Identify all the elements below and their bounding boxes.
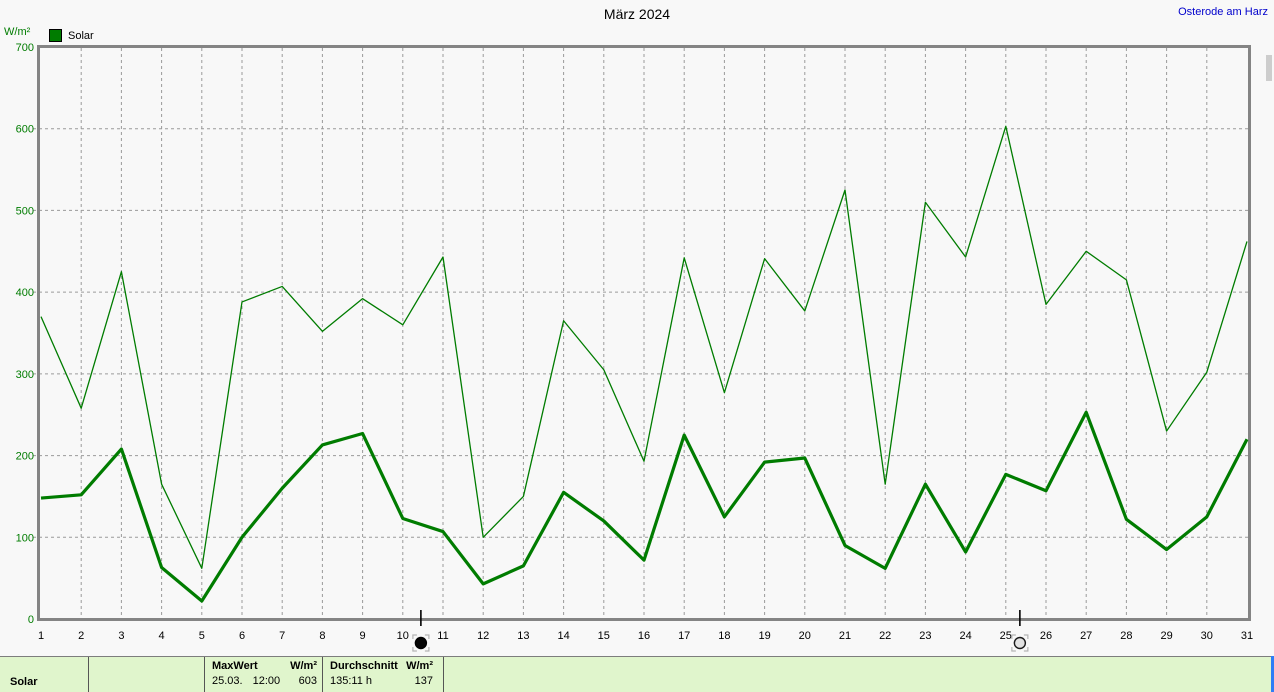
table-separator	[322, 657, 323, 692]
scrollbar-thumb[interactable]	[1266, 55, 1272, 81]
durchschnitt-value: 137	[414, 675, 433, 687]
table-separator	[443, 657, 444, 692]
table-row-label: Solar	[10, 676, 38, 688]
x-tick-label: 3	[118, 630, 124, 642]
x-tick-label: 31	[1241, 630, 1253, 642]
x-tick-label: 29	[1160, 630, 1172, 642]
x-tick-label: 30	[1201, 630, 1213, 642]
y-tick-label: 0	[28, 614, 34, 626]
table-separator	[204, 657, 205, 692]
x-tick-label: 5	[199, 630, 205, 642]
x-tick-label: 25	[1000, 630, 1012, 642]
x-tick-label: 12	[477, 630, 489, 642]
y-tick-label: 500	[16, 205, 34, 217]
x-tick-label: 13	[517, 630, 529, 642]
legend-label: Solar	[68, 29, 94, 42]
y-tick-label: 400	[16, 287, 34, 299]
y-tick-label: 300	[16, 369, 34, 381]
x-tick-label: 11	[437, 630, 448, 642]
maxwert-header: MaxWert	[212, 660, 258, 672]
selection-corners	[1011, 634, 1029, 652]
window-edge-strip	[1271, 656, 1274, 692]
y-tick-label: 100	[16, 532, 34, 544]
maxwert-unit: W/m²	[290, 660, 317, 672]
x-tick-label: 15	[598, 630, 610, 642]
x-tick-label: 22	[879, 630, 891, 642]
x-tick-label: 14	[557, 630, 569, 642]
new-moon-icon[interactable]	[414, 636, 428, 650]
y-tick-label: 200	[16, 451, 34, 463]
x-tick-label: 16	[638, 630, 650, 642]
x-tick-label: 2	[78, 630, 84, 642]
y-tick-label: 700	[16, 42, 34, 54]
selection-corners	[412, 634, 430, 652]
full-moon-icon[interactable]	[1013, 636, 1027, 650]
durchschnitt-header: Durchschnitt	[330, 660, 398, 672]
x-tick-label: 6	[239, 630, 245, 642]
x-tick-label: 18	[718, 630, 730, 642]
x-tick-label: 8	[319, 630, 325, 642]
summary-table: Solar MaxWert W/m² 25.03. 12:00 603 Durc…	[0, 656, 1274, 692]
series-line-avg	[40, 410, 1249, 603]
x-tick-label: 24	[959, 630, 971, 642]
maxwert-value: 603	[298, 675, 317, 687]
x-tick-label: 26	[1040, 630, 1052, 642]
durchschnitt-unit: W/m²	[406, 660, 433, 672]
legend-swatch-icon	[49, 29, 62, 42]
x-tick-label: 21	[839, 630, 851, 642]
x-tick-label: 23	[919, 630, 931, 642]
plot-border	[37, 45, 1251, 621]
x-tick-label: 27	[1080, 630, 1092, 642]
x-tick-label: 10	[397, 630, 409, 642]
chart-title: März 2024	[603, 6, 671, 22]
x-tick-label: 7	[279, 630, 285, 642]
x-tick-label: 20	[799, 630, 811, 642]
x-tick-label: 1	[38, 630, 44, 642]
x-tick-label: 28	[1120, 630, 1132, 642]
x-tick-label: 19	[758, 630, 770, 642]
maxwert-time: 12:00	[252, 675, 281, 687]
legend: Solar	[49, 29, 94, 42]
series-line-max	[40, 125, 1248, 569]
y-tick-label: 600	[16, 124, 34, 136]
x-tick-label: 9	[360, 630, 366, 642]
x-tick-label: 17	[678, 630, 690, 642]
maxwert-date: 25.03.	[212, 675, 243, 687]
x-tick-label: 4	[159, 630, 165, 642]
station-link[interactable]: Osterode am Harz	[1178, 6, 1268, 18]
table-separator	[88, 657, 89, 692]
durchschnitt-duration: 135:11 h	[330, 675, 373, 687]
y-axis-unit-label: W/m²	[4, 26, 31, 38]
